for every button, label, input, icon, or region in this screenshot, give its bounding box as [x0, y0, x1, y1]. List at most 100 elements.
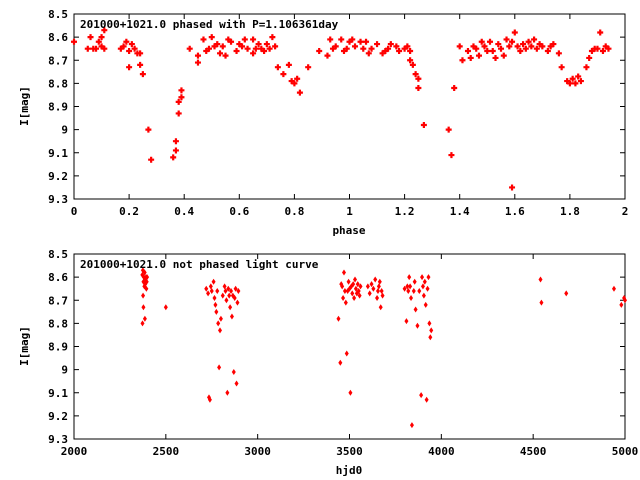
phased-data-point — [131, 45, 138, 52]
unphased-data-point — [346, 278, 351, 285]
phased-data-point — [478, 38, 485, 45]
phased-data-point — [145, 126, 152, 133]
unphased-data-point — [352, 294, 357, 301]
phased-data-point — [522, 45, 529, 52]
unphased-data-point — [220, 292, 225, 299]
unphased-data-point — [427, 320, 432, 327]
unphased-x-tick-label: 2500 — [153, 445, 180, 458]
unphased-data-point — [358, 283, 363, 290]
unphased-data-point — [375, 294, 380, 301]
unphased-data-point — [343, 299, 348, 306]
phased-data-point — [252, 45, 259, 52]
phased-data-point — [194, 52, 201, 59]
phased-data-point — [387, 41, 394, 48]
phased-data-point — [128, 41, 135, 48]
phased-data-point — [172, 147, 179, 154]
phased-data-point — [487, 38, 494, 45]
unphased-data-point — [428, 334, 433, 341]
phased-data-point — [332, 43, 339, 50]
phased-data-point — [87, 34, 94, 41]
phased-data-point — [407, 57, 414, 64]
phased-data-point — [539, 43, 546, 50]
phased-data-point — [219, 43, 226, 50]
phased-data-point — [217, 50, 224, 57]
phased-data-point — [95, 38, 102, 45]
unphased-y-tick-label: 9.1 — [48, 387, 68, 400]
phased-y-tick-label: 8.5 — [48, 8, 68, 21]
unphased-data-point — [409, 422, 414, 429]
phased-data-point — [475, 52, 482, 59]
phased-data-point — [222, 52, 229, 59]
unphased-data-point — [214, 308, 219, 315]
phased-y-tick-label: 9.1 — [48, 147, 68, 160]
unphased-data-point — [144, 278, 149, 285]
phased-data-point — [374, 41, 381, 48]
phased-data-point — [506, 43, 513, 50]
unphased-data-point — [406, 288, 411, 294]
phased-data-point — [84, 45, 91, 52]
unphased-x-tick-label: 4000 — [428, 445, 455, 458]
phased-data-point — [200, 36, 207, 43]
phased-data-point — [120, 43, 127, 50]
unphased-data-point — [218, 327, 223, 334]
phased-x-tick-label: 1.2 — [395, 205, 415, 218]
phased-data-point — [101, 27, 108, 34]
unphased-x-tick-label: 5000 — [612, 445, 639, 458]
unphased-data-point — [211, 278, 216, 285]
unphased-data-point — [351, 281, 356, 288]
unphased-data-point — [212, 294, 217, 301]
unphased-x-tick-label: 3000 — [244, 445, 271, 458]
phased-y-tick-label: 9.2 — [48, 170, 68, 183]
phased-data-point — [464, 48, 471, 54]
phased-data-point — [407, 48, 414, 54]
phased-data-point — [101, 45, 108, 52]
unphased-data-point — [236, 288, 241, 294]
unphased-data-point — [218, 315, 223, 322]
phased-data-point — [98, 34, 105, 41]
phased-data-point — [360, 45, 367, 52]
unphased-data-point — [408, 283, 413, 290]
phased-x-tick-label: 0.8 — [284, 205, 304, 218]
unphased-data-point — [371, 285, 376, 292]
phased-data-point — [566, 80, 573, 87]
phased-data-point — [517, 48, 524, 54]
phased-data-point — [448, 152, 455, 159]
phased-axis-ticks: 0 0.2 0.4 0.6 0.8 1 1.2 1.4 1.6 1.8 2 8.5 8.6 8.7 8.8 8… — [48, 8, 628, 218]
unphased-data-point — [425, 285, 430, 292]
unphased-data-point — [373, 276, 378, 283]
phased-data-point — [291, 80, 298, 87]
phased-data-point — [456, 43, 463, 50]
unphased-y-tick-label: 8.8 — [48, 317, 68, 330]
phased-data-point — [126, 48, 133, 54]
unphased-y-tick-label: 9 — [61, 364, 68, 377]
unphased-data-point — [232, 294, 237, 301]
unphased-data-point — [342, 288, 347, 294]
phased-data-point — [194, 59, 201, 66]
phased-data-point — [495, 41, 502, 48]
phased-data-point — [528, 43, 535, 50]
unphased-data-point — [144, 285, 149, 292]
phased-data-point — [544, 48, 551, 54]
phased-data-point — [459, 57, 466, 64]
unphased-data-point — [409, 294, 414, 301]
phased-data-point — [296, 89, 303, 96]
phased-y-tick-label: 8.9 — [48, 101, 68, 114]
phased-data-point — [126, 64, 133, 71]
phased-data-point — [489, 48, 496, 54]
unphased-x-axis-label: hjd0 — [336, 464, 363, 477]
phased-data-point — [550, 41, 557, 48]
unphased-data-point — [350, 290, 355, 297]
phased-data-point — [599, 48, 606, 54]
unphased-data-point — [415, 322, 420, 329]
phased-x-tick-label: 1.6 — [505, 205, 525, 218]
unphased-data-point — [426, 274, 431, 281]
phased-data-point — [525, 38, 532, 45]
phased-data-point — [514, 43, 521, 50]
unphased-data-point — [353, 285, 358, 292]
unphased-data-point — [357, 292, 362, 299]
unphased-data-point — [402, 285, 407, 292]
phased-data-point — [558, 64, 565, 71]
phased-data-point — [175, 98, 182, 105]
phased-data-point — [481, 43, 488, 50]
phased-data-point — [272, 43, 279, 50]
